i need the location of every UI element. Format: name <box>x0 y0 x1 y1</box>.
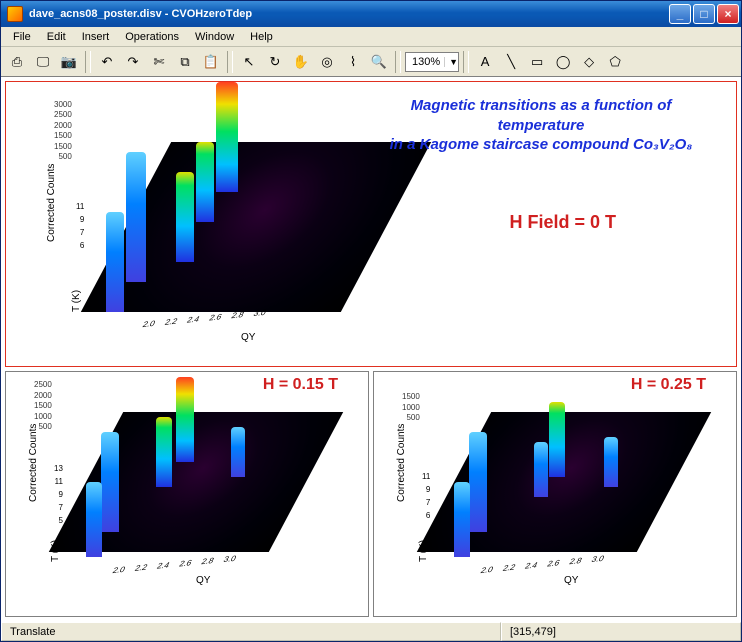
print-icon[interactable]: ⎙ <box>5 50 29 74</box>
panel-bottom-right[interactable]: Corrected Counts 15001000500 T (K) 11976… <box>373 371 737 617</box>
status-coords: [315,479] <box>501 622 741 641</box>
z-ticks: 30002500200015001500500 <box>54 100 72 162</box>
h-field-label-br: H = 0.25 T <box>631 376 706 394</box>
x-ticks: 2.02.22.42.62.83.0 <box>111 554 237 575</box>
plot3d-top: Corrected Counts 30002500200015001500500… <box>6 82 736 366</box>
minimize-button[interactable]: _ <box>669 4 691 24</box>
titlebar: dave_acns08_poster.disv - CVOHzeroTdep _… <box>1 1 741 27</box>
chart-title-line1: Magnetic transitions as a function of te… <box>366 96 716 135</box>
text-icon[interactable]: A <box>473 50 497 74</box>
chart-title-line2: in a Kagome staircase compound Co₃V₂O₈ <box>366 135 716 155</box>
z-axis-label: Corrected Counts <box>396 424 407 502</box>
toolbar-sep <box>463 51 469 73</box>
menu-edit[interactable]: Edit <box>39 29 74 45</box>
menu-insert[interactable]: Insert <box>74 29 118 45</box>
monitor-icon[interactable]: 🖵 <box>31 50 55 74</box>
copy-icon[interactable]: ⧉ <box>173 50 197 74</box>
z-axis-label: Corrected Counts <box>46 164 57 242</box>
z-axis-label: Corrected Counts <box>28 424 39 502</box>
y-axis-label: T (K) <box>50 540 61 562</box>
x-axis-label: QY <box>564 575 578 586</box>
plot3d-bl: Corrected Counts 2500200015001000500 T (… <box>6 372 368 616</box>
menu-window[interactable]: Window <box>187 29 242 45</box>
cut-icon[interactable]: ✄ <box>147 50 171 74</box>
x-ticks: 2.02.22.42.62.83.0 <box>479 554 605 575</box>
poly-icon[interactable]: ⬠ <box>603 50 627 74</box>
maximize-button[interactable]: □ <box>693 4 715 24</box>
content-area: Corrected Counts 30002500200015001500500… <box>1 77 741 621</box>
y-ticks: 1311975 <box>54 464 63 525</box>
camera-icon[interactable]: 📷 <box>57 50 81 74</box>
status-left: Translate <box>1 622 501 641</box>
pointer-icon[interactable]: ↖ <box>237 50 261 74</box>
plot3d-br: Corrected Counts 15001000500 T (K) 11976… <box>374 372 736 616</box>
zoom-select[interactable]: 130% ▼ <box>405 52 459 72</box>
hand-icon[interactable]: ✋ <box>289 50 313 74</box>
chevron-down-icon: ▼ <box>444 57 456 67</box>
y-axis-label: T (K) <box>418 540 429 562</box>
line-icon[interactable]: ╲ <box>499 50 523 74</box>
menu-operations[interactable]: Operations <box>117 29 187 45</box>
app-icon <box>7 6 23 22</box>
window-title: dave_acns08_poster.disv - CVOHzeroTdep <box>29 8 667 20</box>
diamond-icon[interactable]: ◇ <box>577 50 601 74</box>
panel-bottom-left[interactable]: Corrected Counts 2500200015001000500 T (… <box>5 371 369 617</box>
statusbar: Translate [315,479] <box>1 621 741 641</box>
menu-file[interactable]: File <box>5 29 39 45</box>
chart-icon[interactable]: ⌇ <box>341 50 365 74</box>
toolbar-sep <box>227 51 233 73</box>
target-icon[interactable]: ◎ <box>315 50 339 74</box>
close-button[interactable]: × <box>717 4 739 24</box>
panel-row-bottom: Corrected Counts 2500200015001000500 T (… <box>5 371 737 617</box>
panel-top[interactable]: Corrected Counts 30002500200015001500500… <box>5 81 737 367</box>
menu-help[interactable]: Help <box>242 29 281 45</box>
oval-icon[interactable]: ◯ <box>551 50 575 74</box>
toolbar-sep <box>395 51 401 73</box>
paste-icon[interactable]: 📋 <box>199 50 223 74</box>
redo-icon[interactable]: ↷ <box>121 50 145 74</box>
h-field-label-top: H Field = 0 T <box>509 212 616 233</box>
x-axis-label: QY <box>196 575 210 586</box>
x-axis-label: QY <box>241 332 255 343</box>
z-ticks: 2500200015001000500 <box>34 380 52 432</box>
undo-icon[interactable]: ↶ <box>95 50 119 74</box>
y-ticks: 11976 <box>422 472 430 520</box>
z-ticks: 15001000500 <box>402 392 420 423</box>
zoom-value: 130% <box>408 56 444 68</box>
refresh-icon[interactable]: ↻ <box>263 50 287 74</box>
toolbar-sep <box>85 51 91 73</box>
menubar: File Edit Insert Operations Window Help <box>1 27 741 47</box>
app-window: dave_acns08_poster.disv - CVOHzeroTdep _… <box>0 0 742 642</box>
y-ticks: 11976 <box>76 202 84 250</box>
magnify-icon[interactable]: 🔍 <box>367 50 391 74</box>
h-field-label-bl: H = 0.15 T <box>263 376 338 394</box>
y-axis-label: T (K) <box>71 290 82 312</box>
toolbar: ⎙ 🖵 📷 ↶ ↷ ✄ ⧉ 📋 ↖ ↻ ✋ ◎ ⌇ 🔍 130% ▼ A ╲ ▭… <box>1 47 741 77</box>
rect-icon[interactable]: ▭ <box>525 50 549 74</box>
